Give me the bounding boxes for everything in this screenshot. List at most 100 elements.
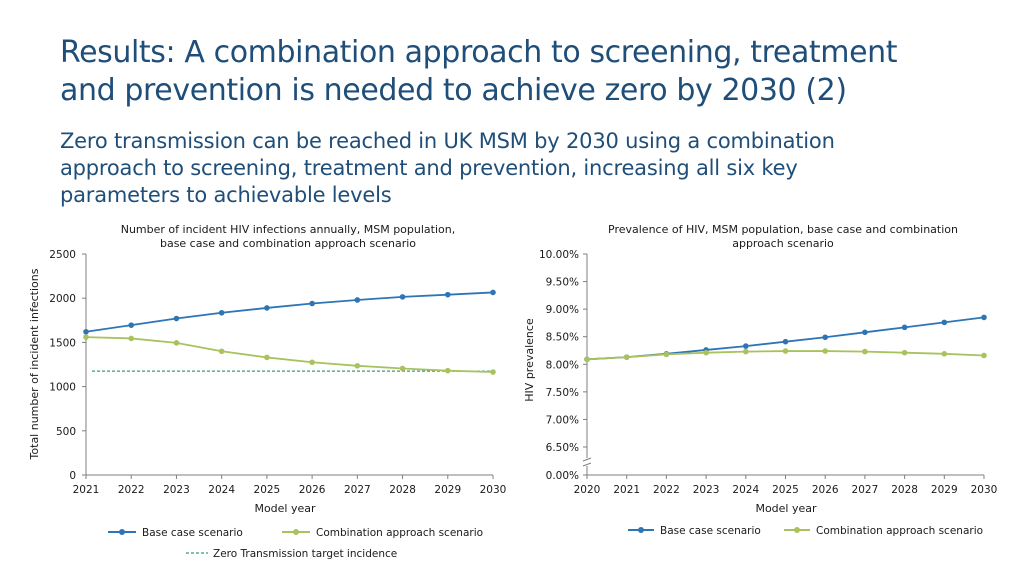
prevalence-chart-ylabel: HIV prevalence (523, 318, 536, 402)
prevalence-x-tick-label: 2027 (852, 484, 879, 496)
slide-subtitle-line-3: parameters to achievable levels (60, 183, 392, 207)
prevalence-axis-break (582, 457, 592, 467)
prevalence-base-point (743, 343, 749, 349)
prevalence-x-tick-label: 2026 (812, 484, 839, 496)
incidence-chart-title-line-1: Number of incident HIV infections annual… (121, 223, 456, 236)
prevalence-y-tick-label: 7.50% (546, 387, 579, 399)
incidence-y-tick-label: 0 (69, 470, 76, 482)
incidence-base-point (173, 315, 180, 322)
incidence-x-tick-label: 2030 (480, 484, 507, 496)
incidence-combo-point (354, 363, 361, 369)
prevalence-base-point (782, 338, 789, 345)
prevalence-combo-point (782, 348, 789, 354)
prevalence-chart-title-line-1: Prevalence of HIV, MSM population, base … (608, 223, 958, 236)
prevalence-base-point (941, 319, 948, 326)
incidence-x-tick-label: 2028 (389, 484, 416, 496)
prevalence-chart-xlabel: Model year (755, 502, 817, 515)
prevalence-y-tick-label: 6.50% (546, 442, 579, 454)
prevalence-x-tick-label: 2022 (653, 484, 680, 496)
prevalence-y-tick-label: 9.50% (546, 277, 579, 289)
prevalence-y-tick-label: 7.00% (546, 414, 579, 426)
prevalence-y-tick-label: 0.00% (546, 470, 579, 482)
prevalence-base-point (901, 324, 908, 331)
prevalence-base-point (862, 329, 868, 336)
incidence-base-point (309, 300, 315, 307)
prevalence-x-tick-label: 2025 (772, 484, 799, 496)
incidence-x-tick-label: 2023 (163, 484, 190, 496)
prevalence-base-point (981, 314, 987, 321)
prevalence-y-tick-label: 8.50% (546, 332, 579, 344)
prevalence-combo-point (901, 349, 908, 356)
incidence-chart-xlabel: Model year (254, 502, 316, 515)
slide-subtitle-line-2: approach to screening, treatment and pre… (60, 156, 798, 180)
prevalence-combo-point (663, 351, 670, 358)
legend-combo-label: Combination approach scenario (316, 527, 483, 539)
incidence-x-tick-label: 2021 (73, 484, 100, 496)
prevalence-combo-point (822, 348, 828, 354)
legend-base-marker-2 (638, 527, 644, 533)
slide-title-line-1: Results: A combination approach to scree… (60, 35, 898, 70)
incidence-y-tick-label: 2500 (49, 249, 76, 261)
incidence-base-point (444, 291, 451, 298)
incidence-x-tick-label: 2026 (299, 484, 326, 496)
incidence-combo-point (490, 369, 496, 375)
prevalence-x-tick-label: 2023 (693, 484, 720, 496)
incidence-base-point (218, 309, 225, 316)
prevalence-combo-point (862, 348, 868, 355)
incidence-x-tick-label: 2027 (344, 484, 371, 496)
prevalence-chart: Prevalence of HIV, MSM population, base … (523, 223, 997, 537)
slide-title-line-2: and prevention is needed to achieve zero… (60, 73, 847, 108)
prevalence-combo-point (981, 352, 987, 359)
prevalence-x-tick-label: 2029 (931, 484, 958, 496)
incidence-base-point (490, 289, 496, 296)
incidence-x-tick-label: 2024 (208, 484, 235, 496)
prevalence-x-tick-label: 2024 (732, 484, 759, 496)
incidence-base-point (264, 305, 270, 311)
incidence-y-tick-label: 500 (56, 426, 76, 438)
slide-title: Results: A combination approach to scree… (60, 34, 960, 110)
prevalence-y-tick-label: 9.00% (546, 304, 579, 316)
incidence-combo-point (218, 348, 225, 355)
incidence-combo-point (264, 354, 270, 361)
legend-combo-marker (293, 529, 299, 535)
legend-target-label: Zero Transmission target incidence (213, 548, 397, 560)
legend-base-label-2: Base case scenario (660, 525, 761, 537)
incidence-x-tick-label: 2022 (118, 484, 145, 496)
prevalence-chart-title-line-2: approach scenario (732, 237, 834, 250)
incidence-chart-ylabel: Total number of incident infections (28, 268, 41, 460)
incidence-base-point (354, 297, 361, 303)
incidence-combo-point (309, 359, 315, 366)
prevalence-y-tick-label: 8.00% (546, 359, 579, 371)
prevalence-x-tick-label: 2020 (574, 484, 601, 496)
incidence-chart-title-line-2: base case and combination approach scena… (160, 237, 416, 250)
incidence-y-tick-label: 2000 (49, 293, 76, 305)
incidence-combo-point (399, 365, 406, 372)
incidence-combo-point (83, 334, 89, 340)
legend-combo-marker-2 (794, 527, 800, 533)
prevalence-x-tick-label: 2028 (891, 484, 918, 496)
incidence-x-tick-label: 2025 (254, 484, 281, 496)
incidence-combo-point (173, 340, 180, 346)
incidence-combo-line (85, 336, 494, 373)
incidence-combo-point (444, 367, 451, 374)
incidence-combo-point (128, 335, 135, 342)
incidence-y-tick-label: 1000 (49, 382, 76, 394)
incidence-base-point (83, 328, 89, 335)
incidence-base-point (399, 294, 406, 300)
slide-subtitle: Zero transmission can be reached in UK M… (60, 128, 960, 209)
prevalence-combo-point (623, 354, 630, 360)
slide-subtitle-line-1: Zero transmission can be reached in UK M… (60, 129, 835, 153)
prevalence-y-tick-label: 10.00% (539, 249, 579, 261)
incidence-y-tick-label: 1500 (49, 337, 76, 349)
prevalence-base-point (822, 334, 828, 341)
incidence-chart: Number of incident HIV infections annual… (28, 223, 506, 560)
incidence-x-tick-label: 2029 (434, 484, 461, 496)
prevalence-combo-point (703, 349, 709, 356)
prevalence-combo-point (584, 356, 590, 363)
incidence-base-point (128, 322, 135, 328)
incidence-base-line (85, 291, 494, 333)
prevalence-x-tick-label: 2030 (971, 484, 998, 496)
prevalence-x-tick-label: 2021 (613, 484, 640, 496)
prevalence-combo-point (941, 351, 948, 357)
